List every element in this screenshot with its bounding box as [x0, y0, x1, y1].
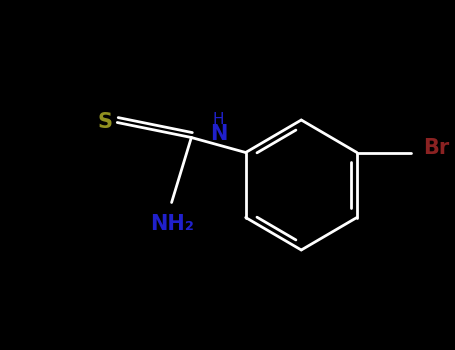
Text: N: N: [210, 124, 227, 144]
Text: H: H: [213, 112, 224, 127]
Text: S: S: [98, 112, 113, 133]
Text: Br: Br: [423, 138, 450, 158]
Text: NH₂: NH₂: [150, 215, 193, 234]
